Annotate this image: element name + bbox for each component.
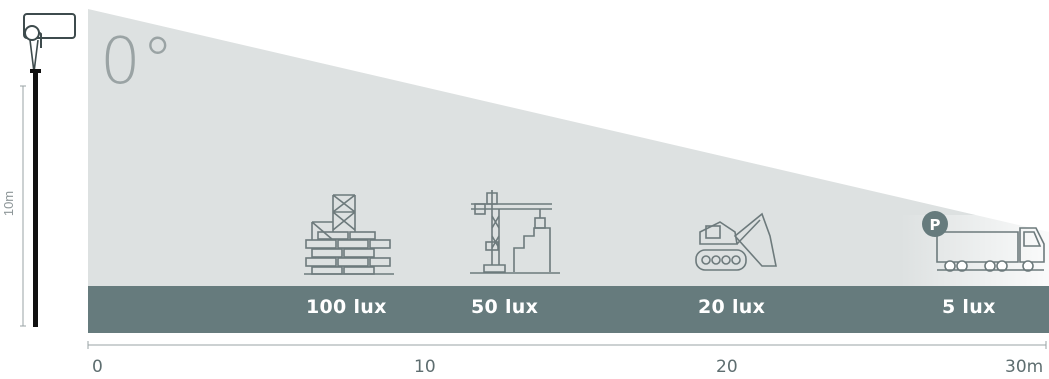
parked-truck-icon [936, 227, 1045, 272]
ground-bar [88, 286, 1049, 333]
lux-label-20: 20 lux [698, 296, 766, 318]
light-pole-icon [23, 13, 76, 327]
height-dimension [20, 85, 26, 327]
axis-tick-10: 10 [414, 357, 436, 377]
axis-tick-20: 20 [716, 357, 738, 377]
light-beam [88, 9, 1049, 287]
svg-text:P: P [930, 216, 941, 234]
axis-tick-30m: 30m [1005, 357, 1044, 377]
construction-brick-wall-icon [304, 194, 394, 275]
excavator-icon [695, 212, 777, 271]
parking-badge: P [922, 211, 948, 237]
tower-crane-icon [470, 190, 560, 274]
beam-angle-label: 0° [100, 25, 175, 99]
axis-tick-0: 0 [92, 357, 103, 377]
pole-height-label: 10m [1, 190, 17, 217]
lux-label-50: 50 lux [471, 296, 539, 318]
distance-axis [87, 341, 1047, 349]
lux-label-5: 5 lux [942, 296, 996, 318]
lux-label-100: 100 lux [306, 296, 387, 318]
